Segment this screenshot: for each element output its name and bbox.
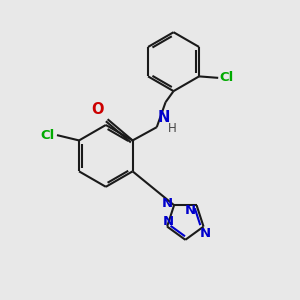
Text: Cl: Cl	[40, 129, 55, 142]
Text: O: O	[92, 102, 104, 117]
Text: N: N	[163, 215, 174, 228]
Text: N: N	[184, 204, 196, 217]
Text: Cl: Cl	[220, 71, 234, 84]
Text: N: N	[200, 226, 211, 240]
Text: N: N	[158, 110, 170, 125]
Text: N: N	[162, 197, 173, 210]
Text: H: H	[168, 122, 177, 135]
